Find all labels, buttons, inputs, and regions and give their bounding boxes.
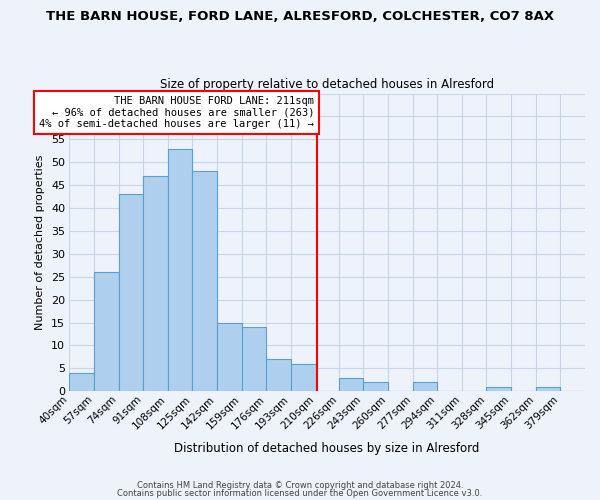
Bar	[364, 382, 388, 392]
Text: Contains HM Land Registry data © Crown copyright and database right 2024.: Contains HM Land Registry data © Crown c…	[137, 481, 463, 490]
Bar	[413, 382, 437, 392]
Bar	[217, 322, 242, 392]
Bar	[536, 386, 560, 392]
Bar	[193, 172, 217, 392]
Bar	[94, 272, 119, 392]
Bar	[143, 176, 168, 392]
Text: THE BARN HOUSE FORD LANE: 211sqm
← 96% of detached houses are smaller (263)
4% o: THE BARN HOUSE FORD LANE: 211sqm ← 96% o…	[39, 96, 314, 129]
Bar	[119, 194, 143, 392]
X-axis label: Distribution of detached houses by size in Alresford: Distribution of detached houses by size …	[175, 442, 480, 455]
Bar	[69, 373, 94, 392]
Bar	[487, 386, 511, 392]
Title: Size of property relative to detached houses in Alresford: Size of property relative to detached ho…	[160, 78, 494, 91]
Text: Contains public sector information licensed under the Open Government Licence v3: Contains public sector information licen…	[118, 488, 482, 498]
Bar	[291, 364, 316, 392]
Bar	[339, 378, 364, 392]
Bar	[242, 327, 266, 392]
Y-axis label: Number of detached properties: Number of detached properties	[35, 154, 46, 330]
Bar	[266, 359, 291, 392]
Text: THE BARN HOUSE, FORD LANE, ALRESFORD, COLCHESTER, CO7 8AX: THE BARN HOUSE, FORD LANE, ALRESFORD, CO…	[46, 10, 554, 23]
Bar	[168, 148, 193, 392]
